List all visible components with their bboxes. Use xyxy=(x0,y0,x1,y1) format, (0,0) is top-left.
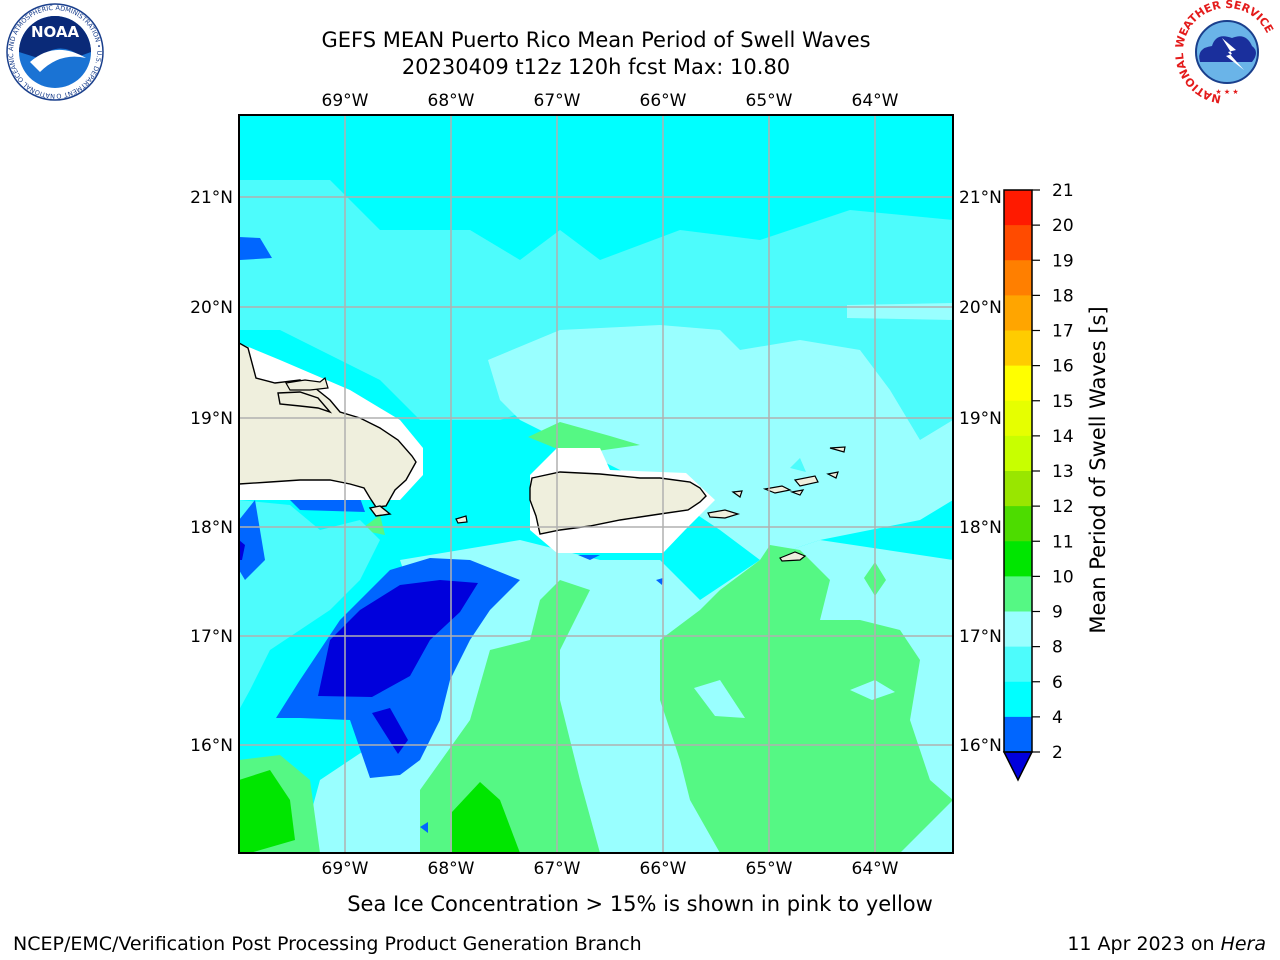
sea-ice-note: Sea Ice Concentration > 15% is shown in … xyxy=(347,892,933,916)
chart-subtitle: 20230409 t12z 120h fcst Max: 10.80 xyxy=(402,55,790,79)
colorbar-tick-label: 19 xyxy=(1052,251,1074,271)
svg-text:16°N: 16°N xyxy=(959,736,1002,756)
colorbar-segment xyxy=(1004,506,1032,542)
colorbar-segment xyxy=(1004,295,1032,331)
colorbar-segment xyxy=(1004,681,1032,718)
svg-text:66°W: 66°W xyxy=(640,91,687,111)
nws-logo: NATIONAL WEATHER SERVICE ★ ★ ★ xyxy=(1173,0,1276,106)
swell-field-9-10-b xyxy=(660,545,953,853)
puerto-rico-land xyxy=(529,471,707,535)
colorbar-tick-label: 16 xyxy=(1052,357,1074,377)
lat-labels-right: 21°N 20°N 19°N 18°N 17°N 16°N xyxy=(959,188,1002,756)
svg-text:65°W: 65°W xyxy=(746,91,793,111)
colorbar-segment xyxy=(1004,716,1032,753)
svg-text:21°N: 21°N xyxy=(959,188,1002,208)
colorbar-segment xyxy=(1004,225,1032,261)
swell-field-10-11 xyxy=(452,782,520,853)
colorbar-segment xyxy=(1004,260,1032,296)
colorbar-segment xyxy=(1004,576,1032,612)
lat-labels-left: 21°N 20°N 19°N 18°N 17°N 16°N xyxy=(190,188,233,756)
map-gridlines xyxy=(239,115,953,853)
lon-labels-top: 69°W 68°W 67°W 66°W 65°W 64°W xyxy=(322,91,899,111)
colorbar-segment xyxy=(1004,400,1032,437)
svg-text:18°N: 18°N xyxy=(190,518,233,538)
colorbar-tick-label: 8 xyxy=(1052,638,1063,658)
swell-field-2-4 xyxy=(318,580,478,697)
colorbar-segment xyxy=(1004,365,1032,402)
svg-text:20°N: 20°N xyxy=(190,298,233,318)
svg-text:17°N: 17°N xyxy=(959,627,1002,647)
svg-text:17°N: 17°N xyxy=(190,627,233,647)
svg-text:64°W: 64°W xyxy=(852,91,899,111)
colorbar-tick-label: 12 xyxy=(1052,497,1074,517)
svg-text:67°W: 67°W xyxy=(534,859,581,879)
colorbar-tick-label: 17 xyxy=(1052,322,1074,342)
hispaniola-land xyxy=(239,342,417,508)
colorbar-tick-label: 10 xyxy=(1052,567,1074,587)
svg-text:68°W: 68°W xyxy=(428,91,475,111)
colorbar-tick-label: 2 xyxy=(1052,743,1063,763)
map-frame xyxy=(238,114,954,854)
run-date: 11 Apr 2023 on Hera xyxy=(1067,933,1266,955)
credit-left: NCEP/EMC/Verification Post Processing Pr… xyxy=(13,933,642,955)
colorbar-extend-triangle xyxy=(1002,751,1034,782)
noaa-logo-text: NOAA xyxy=(31,23,80,41)
colorbar-segment xyxy=(1004,435,1032,472)
swell-field-9-10-a xyxy=(420,580,600,853)
svg-text:18°N: 18°N xyxy=(959,518,1002,538)
chart-title: GEFS MEAN Puerto Rico Mean Period of Swe… xyxy=(321,28,870,52)
colorbar-segment xyxy=(1004,330,1032,367)
noaa-logo: NATIONAL OCEANIC AND ATMOSPHERIC ADMINIS… xyxy=(0,0,104,101)
colorbar-tick-label: 13 xyxy=(1052,462,1074,482)
colorbar-tick-label: 14 xyxy=(1052,427,1074,447)
colorbar: 21 20 19 18 17 16 15 14 13 12 11 10 9 8 6 4 2 xyxy=(1002,181,1074,782)
colorbar-tick-label: 11 xyxy=(1052,532,1074,552)
svg-text:16°N: 16°N xyxy=(190,736,233,756)
svg-text:21°N: 21°N xyxy=(190,188,233,208)
colorbar-segment xyxy=(1004,471,1032,507)
svg-text:★ ★ ★: ★ ★ ★ xyxy=(1215,88,1238,96)
colorbar-tick-label: 6 xyxy=(1052,673,1063,693)
colorbar-tick-label: 21 xyxy=(1052,181,1074,201)
svg-text:69°W: 69°W xyxy=(322,91,369,111)
svg-text:65°W: 65°W xyxy=(746,859,793,879)
lon-labels-bottom: 69°W 68°W 67°W 66°W 65°W 64°W xyxy=(322,859,899,879)
colorbar-tick-label: 4 xyxy=(1052,708,1063,728)
colorbar-tick-label: 9 xyxy=(1052,603,1063,623)
colorbar-segment xyxy=(1004,646,1032,683)
colorbar-segment xyxy=(1004,541,1032,577)
svg-text:67°W: 67°W xyxy=(534,91,581,111)
colorbar-label: Mean Period of Swell Waves [s] xyxy=(1086,306,1110,633)
colorbar-segment xyxy=(1004,190,1032,226)
svg-text:68°W: 68°W xyxy=(428,859,475,879)
colorbar-tick-label: 20 xyxy=(1052,216,1074,236)
colorbar-tick-label: 15 xyxy=(1052,392,1074,412)
colorbar-tick-label: 18 xyxy=(1052,286,1074,306)
map-panel xyxy=(239,115,953,853)
svg-text:69°W: 69°W xyxy=(322,859,369,879)
colorbar-segment xyxy=(1004,611,1032,648)
svg-text:19°N: 19°N xyxy=(190,409,233,429)
svg-text:64°W: 64°W xyxy=(852,859,899,879)
svg-text:66°W: 66°W xyxy=(640,859,687,879)
svg-text:20°N: 20°N xyxy=(959,298,1002,318)
svg-text:19°N: 19°N xyxy=(959,409,1002,429)
